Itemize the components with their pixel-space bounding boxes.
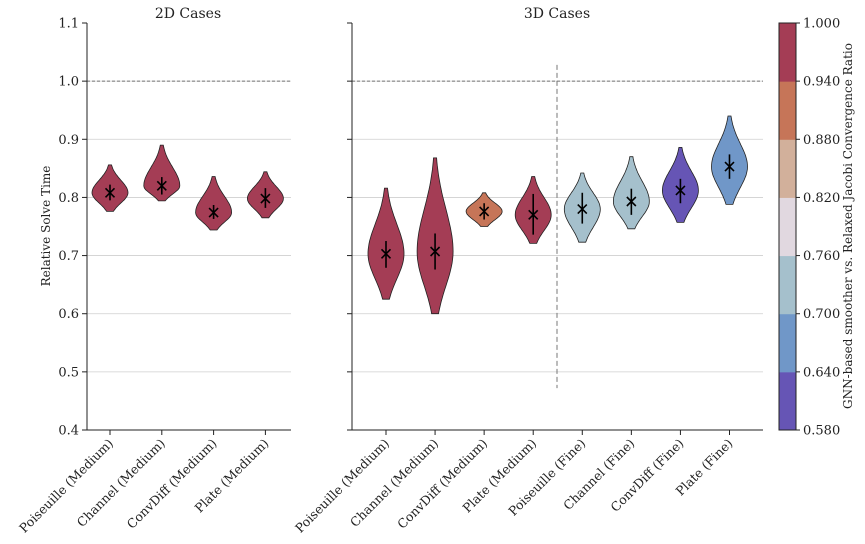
colorbar-tick-label-2: 0.700 <box>803 307 840 322</box>
y-tick-label-5: 0.9 <box>58 133 79 148</box>
mean-marker-2-8 <box>724 161 735 172</box>
mean-marker-1-3 <box>208 207 219 218</box>
mean-marker-2-5 <box>577 203 588 215</box>
y-tick-label-7: 1.1 <box>58 17 79 32</box>
y-tick-label-6: 1.0 <box>58 75 79 90</box>
mean-marker-2-3 <box>479 206 490 217</box>
y-axis-title: Relative Solve Time <box>39 166 53 287</box>
mean-marker-1-1 <box>104 187 116 198</box>
colorbar-tick-label-3: 0.760 <box>803 249 840 264</box>
colorbar-segment-3 <box>779 255 796 315</box>
colorbar-tick-label-5: 0.880 <box>803 133 840 148</box>
colorbar-segment-5 <box>779 139 796 198</box>
mean-marker-2-6 <box>626 196 637 207</box>
colorbar-tick-label-7: 1.000 <box>803 17 840 32</box>
mean-marker-2-1 <box>380 248 392 259</box>
colorbar-tick-label-6: 0.940 <box>803 75 840 90</box>
category-label-1-3: ConvDiff (Medium) <box>124 436 220 532</box>
category-label-1-2: Channel (Medium) <box>74 436 168 530</box>
y-tick-label-3: 0.7 <box>58 249 79 264</box>
colorbar-tick-label-1: 0.640 <box>803 365 840 380</box>
colorbar-segment-6 <box>779 81 796 140</box>
mean-marker-1-4 <box>260 193 271 204</box>
category-label-2-3: ConvDiff (Medium) <box>394 436 490 532</box>
violin-1-3 <box>195 176 233 231</box>
mean-marker-2-7 <box>675 185 686 196</box>
mean-marker-1-2 <box>156 180 167 191</box>
colorbar-title: GNN-based smoother vs. Relaxed Jacobi Co… <box>841 43 855 409</box>
category-label-2-2: Channel (Medium) <box>347 436 441 530</box>
colorbar-tick-label-0: 0.580 <box>803 424 840 439</box>
panel-title-2: 3D Cases <box>524 6 590 22</box>
mean-marker-2-4 <box>528 209 539 220</box>
colorbar-segment-1 <box>779 371 796 431</box>
y-tick-label-2: 0.6 <box>58 307 79 322</box>
colorbar-segment-2 <box>779 313 796 373</box>
panel-title-1: 2D Cases <box>155 6 221 22</box>
y-tick-label-1: 0.5 <box>58 365 79 380</box>
category-label-2-1: Poiseuille (Medium) <box>292 436 392 536</box>
colorbar-tick-label-4: 0.820 <box>803 191 840 206</box>
mean-marker-2-2 <box>430 246 441 257</box>
y-tick-label-4: 0.8 <box>58 191 79 206</box>
colorbar-segment-7 <box>779 23 796 82</box>
colorbar-segment-4 <box>779 197 796 257</box>
category-label-1-1: Poiseuille (Medium) <box>16 436 116 536</box>
y-tick-label-0: 0.4 <box>58 424 79 439</box>
violin-1-2 <box>143 144 181 202</box>
colorbar-frame <box>778 22 797 431</box>
